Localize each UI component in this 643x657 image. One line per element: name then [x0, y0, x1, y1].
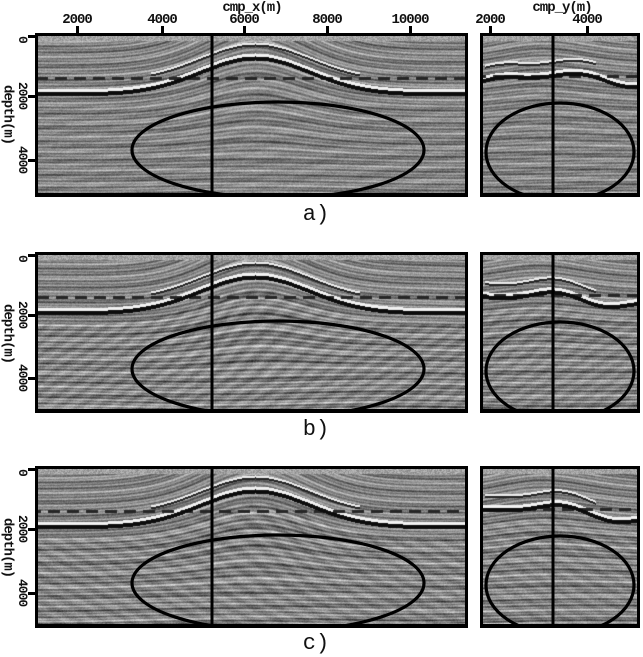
tick-mark — [28, 377, 35, 380]
annotation-overlay — [484, 36, 636, 193]
crossline-intersection-marker — [551, 255, 555, 409]
seismic-image — [483, 469, 637, 624]
crossline-section-b — [480, 252, 640, 413]
inline-section-b — [35, 252, 468, 413]
seismic-image — [38, 36, 465, 193]
depth-tick-label: 2000 — [15, 82, 30, 110]
crossline-intersection-marker — [551, 469, 555, 624]
x-tick-label: 6000 — [229, 12, 260, 28]
x-tick-label: 4000 — [147, 12, 178, 28]
seismic-image — [483, 36, 637, 193]
depth-tick-label: 2000 — [15, 301, 30, 329]
depth-axis-title: depth(m) — [0, 518, 16, 578]
cmp-y-axis-title: cmp_y(m) — [532, 0, 592, 16]
tick-mark — [28, 254, 35, 257]
crossline-intersection-marker — [210, 36, 214, 193]
highlight-ellipse — [484, 320, 636, 409]
cmp-x-axis-title: cmp_x(m) — [222, 0, 282, 16]
crossline-intersection-marker — [551, 36, 555, 193]
panel-a: depth(m) 0 2000 4000 — [0, 33, 643, 197]
annotation-overlay — [484, 469, 636, 624]
annotation-overlay — [130, 469, 426, 624]
tick-mark — [28, 314, 35, 317]
depth-axis-title: depth(m) — [0, 304, 16, 364]
x-tick-label: 2000 — [62, 12, 93, 28]
annotation-overlay — [130, 255, 426, 409]
highlight-ellipse — [130, 319, 426, 409]
x-tick-label: 8000 — [312, 12, 343, 28]
panel-a-label: a) — [302, 202, 330, 227]
crossline-intersection-marker — [210, 255, 214, 409]
y-section-tick-label: 4000 — [572, 12, 603, 28]
inline-section-c — [35, 466, 468, 628]
tick-mark — [28, 468, 35, 471]
depth-tick-label: 4000 — [15, 364, 30, 392]
depth-tick-label: 0 — [15, 468, 30, 476]
tick-mark — [243, 26, 246, 33]
highlight-ellipse — [130, 533, 426, 624]
tick-mark — [76, 26, 79, 33]
depth-tick-label: 0 — [15, 35, 30, 43]
tick-mark — [326, 26, 329, 33]
crossline-intersection-marker — [210, 469, 214, 624]
panel-c: depth(m) 0 2000 4000 — [0, 466, 643, 628]
seismic-image — [38, 469, 465, 624]
highlight-ellipse — [484, 101, 636, 193]
highlight-ellipse — [130, 100, 426, 193]
depth-tick-label: 0 — [15, 254, 30, 262]
tick-mark — [409, 26, 412, 33]
panel-b-label: b) — [302, 417, 330, 442]
inline-section-a — [35, 33, 468, 197]
tick-mark — [28, 95, 35, 98]
x-tick-label: 10000 — [391, 12, 429, 28]
tick-mark — [28, 35, 35, 38]
crossline-section-a — [480, 33, 640, 197]
tick-mark — [28, 159, 35, 162]
tick-mark — [28, 528, 35, 531]
tick-mark — [586, 26, 589, 33]
panel-b: depth(m) 0 2000 4000 — [0, 252, 643, 413]
depth-axis-title: depth(m) — [0, 85, 16, 145]
seismic-image — [38, 255, 465, 409]
depth-tick-label: 4000 — [15, 146, 30, 174]
annotation-overlay — [484, 255, 636, 409]
y-section-tick-label: 2000 — [475, 12, 506, 28]
tick-mark — [489, 26, 492, 33]
seismic-image — [483, 255, 637, 409]
tick-mark — [28, 592, 35, 595]
depth-tick-label: 4000 — [15, 579, 30, 607]
highlight-ellipse — [484, 534, 636, 624]
depth-tick-label: 2000 — [15, 515, 30, 543]
crossline-section-c — [480, 466, 640, 628]
panel-c-label: c) — [302, 631, 330, 656]
annotation-overlay — [130, 36, 426, 193]
tick-mark — [161, 26, 164, 33]
